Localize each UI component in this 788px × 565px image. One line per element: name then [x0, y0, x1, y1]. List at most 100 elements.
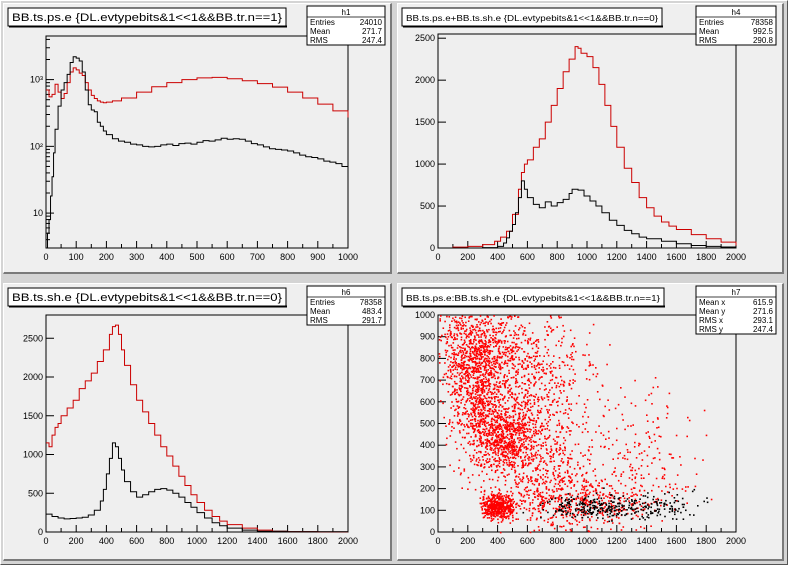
scatter-point	[584, 411, 586, 413]
x-tick-label: 600	[220, 252, 235, 262]
scatter-point	[528, 456, 530, 458]
scatter-point	[480, 440, 482, 443]
scatter-point	[491, 427, 494, 429]
scatter-point	[521, 382, 524, 384]
scatter-point	[545, 486, 548, 488]
scatter-point	[536, 398, 539, 400]
scatter-point	[524, 339, 526, 342]
scatter-point	[566, 501, 569, 504]
scatter-point	[506, 434, 509, 436]
scatter-point	[474, 360, 477, 363]
scatter-point	[499, 368, 502, 371]
scatter-point	[460, 351, 462, 354]
scatter-point	[500, 448, 503, 451]
scatter-point	[523, 435, 525, 437]
scatter-point	[538, 503, 541, 506]
scatter-point	[497, 443, 499, 445]
scatter-point	[585, 378, 588, 380]
scatter-point	[660, 504, 662, 507]
scatter-point	[502, 429, 504, 432]
scatter-point	[590, 526, 593, 529]
scatter-point	[527, 352, 529, 355]
scatter-point	[502, 434, 504, 437]
scatter-point	[455, 353, 458, 355]
scatter-point	[533, 341, 535, 344]
scatter-point	[440, 339, 442, 342]
scatter-point	[573, 337, 576, 339]
scatter-point	[666, 504, 668, 506]
scatter-point	[565, 511, 567, 514]
scatter-point	[546, 464, 548, 466]
scatter-point	[513, 419, 516, 422]
scatter-point	[540, 516, 542, 518]
scatter-point	[558, 340, 560, 342]
scatter-point	[524, 500, 527, 502]
scatter-point	[601, 503, 603, 506]
scatter-point	[505, 499, 507, 501]
scatter-point	[508, 417, 511, 419]
scatter-point	[513, 334, 516, 337]
scatter-point	[471, 346, 474, 348]
scatter-point	[461, 436, 464, 439]
scatter-point	[473, 414, 476, 417]
scatter-point	[451, 393, 453, 396]
stats-label: Entries	[699, 18, 724, 27]
scatter-point	[503, 512, 505, 514]
scatter-point	[554, 443, 556, 445]
scatter-point	[600, 508, 602, 511]
scatter-point	[477, 341, 480, 343]
scatter-point	[589, 364, 592, 366]
scatter-point	[506, 424, 509, 426]
stats-label: RMS	[310, 316, 328, 325]
scatter-point	[582, 503, 584, 506]
scatter-point	[456, 333, 458, 336]
scatter-point	[599, 510, 602, 513]
scatter-point	[587, 510, 590, 513]
scatter-point	[475, 332, 478, 334]
scatter-point	[547, 412, 549, 414]
scatter-point	[521, 408, 524, 411]
scatter-point	[514, 434, 517, 436]
scatter-point	[597, 484, 599, 487]
y-tick-label: 2000	[415, 75, 435, 85]
scatter-point	[630, 425, 632, 427]
scatter-point	[474, 393, 477, 395]
scatter-point	[533, 430, 535, 433]
scatter-point	[588, 378, 591, 381]
scatter-point	[497, 476, 500, 479]
scatter-point	[511, 437, 513, 439]
scatter-point	[645, 505, 647, 508]
scatter-point	[467, 320, 470, 322]
scatter-point	[488, 460, 491, 463]
scatter-point	[483, 334, 486, 337]
scatter-point	[501, 430, 503, 433]
scatter-point	[622, 471, 625, 473]
scatter-point	[462, 366, 465, 368]
scatter-point	[513, 429, 515, 432]
scatter-point	[646, 420, 649, 422]
scatter-point	[478, 347, 481, 350]
scatter-point	[530, 452, 533, 455]
scatter-point	[504, 395, 506, 398]
scatter-point	[484, 451, 487, 453]
scatter-point	[539, 475, 542, 478]
scatter-point	[455, 364, 458, 366]
scatter-point	[546, 449, 548, 451]
scatter-point	[617, 498, 620, 500]
scatter-point	[543, 505, 545, 507]
scatter-point	[493, 404, 495, 406]
scatter-point	[537, 493, 540, 495]
scatter-point	[490, 422, 493, 425]
scatter-point	[549, 481, 551, 484]
scatter-point	[517, 486, 519, 488]
scatter-point	[503, 448, 505, 451]
scatter-point	[488, 384, 490, 387]
scatter-point	[479, 371, 481, 373]
scatter-point	[505, 408, 507, 410]
scatter-point	[492, 406, 494, 408]
scatter-point	[479, 432, 481, 434]
scatter-point	[646, 504, 649, 506]
scatter-point	[581, 511, 583, 514]
scatter-point	[675, 434, 678, 437]
scatter-point	[475, 354, 478, 356]
